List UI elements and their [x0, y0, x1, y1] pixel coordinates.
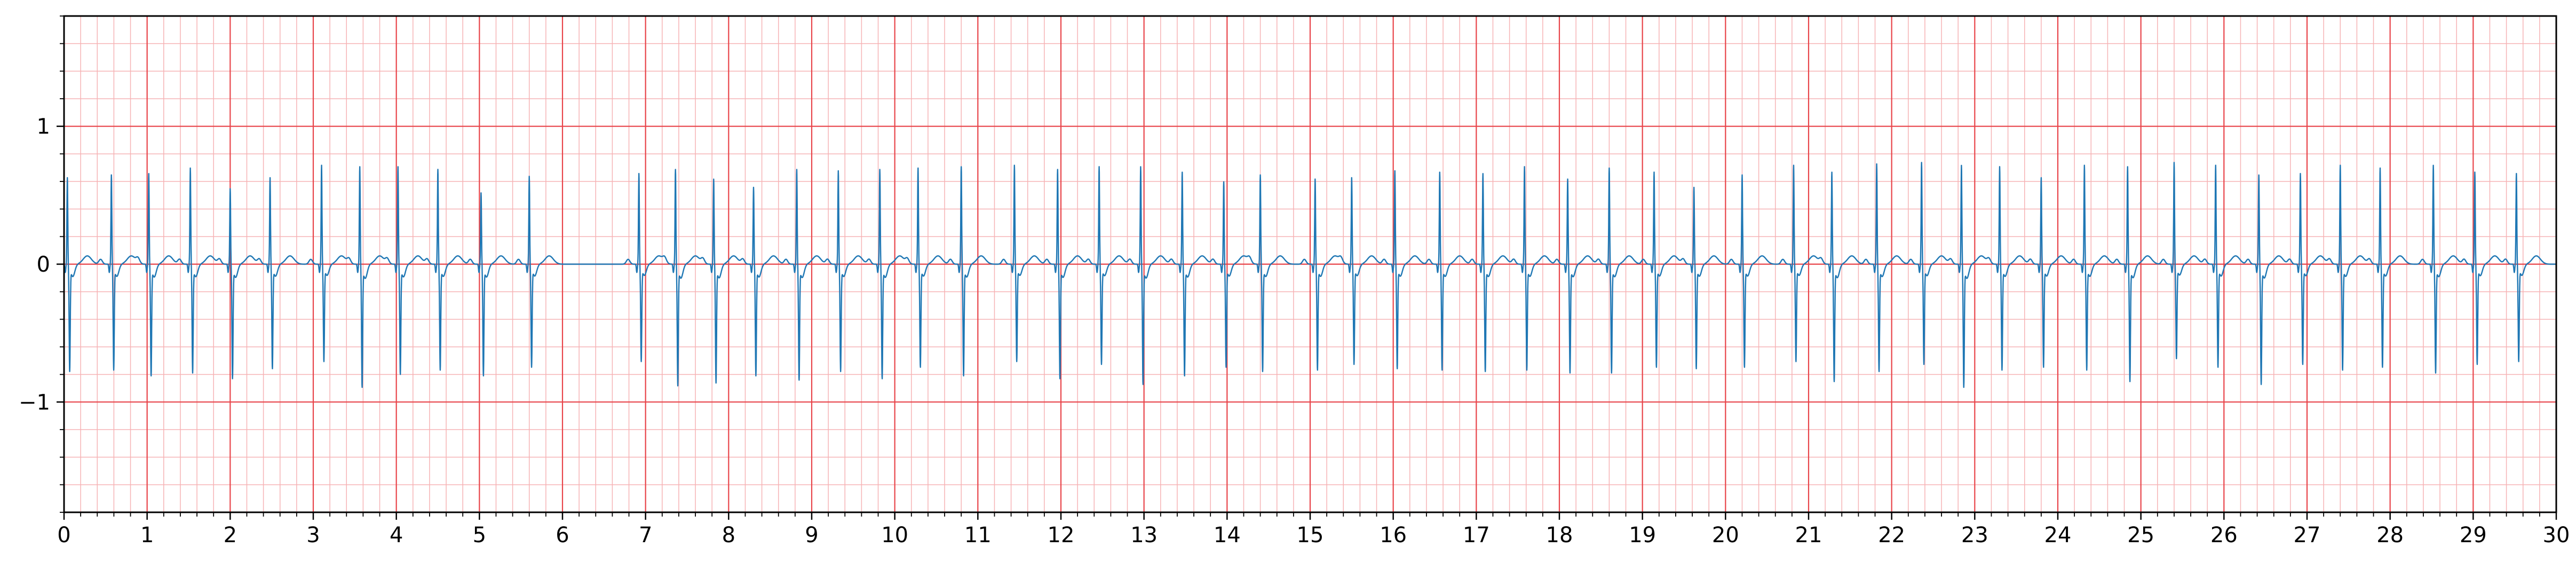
x-tick-label: 19 — [1629, 523, 1656, 548]
x-tick-label: 22 — [1878, 523, 1905, 548]
x-tick-label: 16 — [1380, 523, 1407, 548]
x-tick-label: 0 — [57, 523, 70, 548]
y-axis-tick-labels: −1 0 1 — [19, 115, 50, 415]
x-tick-label: 13 — [1130, 523, 1158, 548]
x-tick-label: 29 — [2460, 523, 2487, 548]
x-tick-label: 24 — [2044, 523, 2072, 548]
x-tick-label: 10 — [881, 523, 908, 548]
x-tick-label: 18 — [1546, 523, 1573, 548]
y-tick-label: 0 — [37, 252, 50, 277]
x-tick-label: 9 — [805, 523, 818, 548]
x-tick-label: 5 — [473, 523, 486, 548]
x-tick-label: 27 — [2294, 523, 2321, 548]
x-tick-label: 3 — [306, 523, 320, 548]
x-tick-label: 15 — [1297, 523, 1324, 548]
x-tick-label: 14 — [1214, 523, 1241, 548]
y-tick-label: −1 — [19, 390, 50, 415]
ecg-trace-line — [63, 162, 2557, 388]
x-tick-label: 11 — [964, 523, 992, 548]
x-tick-label: 20 — [1712, 523, 1739, 548]
x-tick-label: 25 — [2127, 523, 2154, 548]
x-tick-label: 23 — [1961, 523, 1988, 548]
x-tick-label: 28 — [2376, 523, 2404, 548]
x-tick-label: 8 — [722, 523, 735, 548]
x-tick-label: 6 — [556, 523, 569, 548]
x-tick-label: 21 — [1795, 523, 1822, 548]
x-tick-label: 12 — [1048, 523, 1075, 548]
x-tick-label: 26 — [2210, 523, 2238, 548]
x-axis-tick-labels: 0 1 2 3 4 5 6 7 8 9 10 11 12 13 14 15 16 17 18 19 20 21 22 23 24… — [57, 523, 2570, 548]
x-tick-label: 1 — [140, 523, 154, 548]
x-tick-label: 7 — [639, 523, 652, 548]
y-tick-label: 1 — [37, 115, 50, 139]
x-tick-label: 17 — [1463, 523, 1490, 548]
axis-ticks — [57, 15, 2557, 520]
x-tick-label: 2 — [224, 523, 237, 548]
x-tick-label: 4 — [390, 523, 403, 548]
x-tick-label: 30 — [2543, 523, 2570, 548]
